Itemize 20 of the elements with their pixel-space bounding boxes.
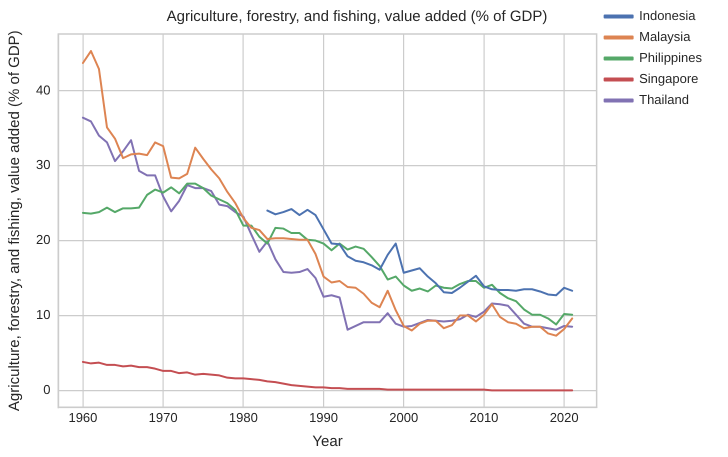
y-tick-label: 20 [36,232,50,248]
x-tick-label: 1970 [148,410,178,425]
x-tick-label: 2010 [469,410,498,425]
legend-label: Thailand [639,92,689,108]
legend-label: Indonesia [639,8,696,24]
y-tick-label: 0 [43,382,50,397]
legend-label: Philippines [639,50,702,66]
x-tick-label: 1980 [228,410,258,425]
y-tick-label: 40 [36,82,50,98]
legend-label: Singapore [639,71,698,86]
x-tick-label: 1960 [68,410,98,425]
x-tick-label: 1990 [309,410,338,425]
x-axis-title: Year [312,433,343,450]
chart-title: Agriculture, forestry, and fishing, value added (% of GDP) [166,8,548,26]
x-tick-label: 2020 [550,410,579,425]
legend-label: Malaysia [639,29,692,44]
x-tick-label: 2000 [389,410,418,425]
y-tick-label: 10 [36,307,50,322]
y-tick-label: 30 [36,157,50,172]
y-axis-title: Agriculture, forestry, and fishing, value added (% of GDP) [6,30,24,412]
